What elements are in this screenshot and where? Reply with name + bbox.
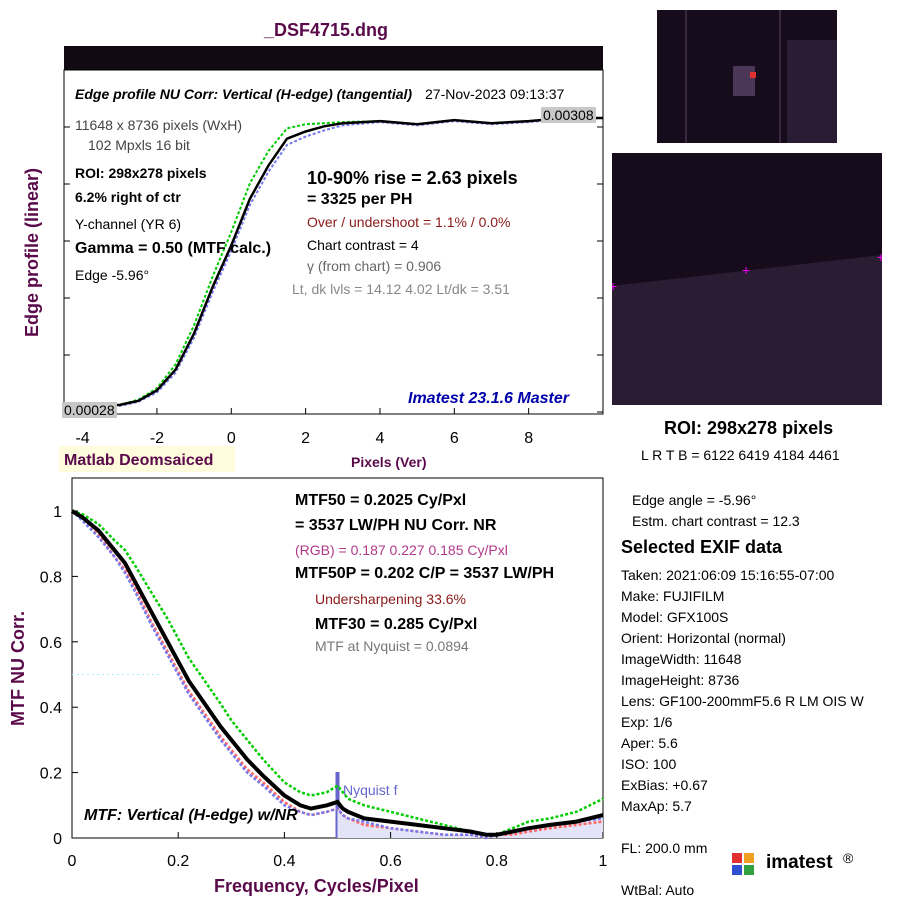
mtf50p-label: MTF50P = 0.202 C/P = 3537 LW/PH	[295, 565, 555, 582]
bottom-y-tick-label: 0.6	[40, 635, 62, 652]
edge-angle-label: Edge angle = -5.96°	[632, 492, 757, 508]
imatest-version: Imatest 23.1.6 Master	[408, 390, 569, 407]
gamma-chart-label: γ (from chart) = 0.906	[307, 258, 442, 274]
exif-line: Orient: Horizontal (normal)	[621, 630, 786, 646]
imatest-logo-mark: ®	[843, 850, 854, 866]
bottom-x-tick-label: 0.6	[379, 853, 401, 870]
svg-text:+: +	[612, 278, 617, 294]
exif-line: FL: 200.0 mm	[621, 840, 708, 856]
svg-text:+: +	[742, 262, 750, 278]
levels-label: Lt, dk lvls = 14.12 4.02 Lt/dk = 3.51	[292, 281, 510, 297]
top-x-tick-label: 8	[524, 430, 533, 447]
top-x-tick-label: 2	[301, 430, 310, 447]
chart-contrast-label: Chart contrast = 4	[307, 237, 419, 253]
exif-line: ImageHeight: 8736	[621, 672, 740, 688]
top-plot-grid	[64, 126, 603, 413]
bottom-plot-lines	[70, 509, 604, 840]
top-x-tick-label: -2	[150, 430, 164, 447]
bottom-y-tick-label: 0	[53, 831, 62, 848]
matlab-label: Matlab Deomsaiced	[64, 452, 214, 469]
info-gamma: Gamma = 0.50 (MTF calc.)	[75, 240, 272, 257]
info-offset: 6.2% right of ctr	[75, 189, 181, 205]
mtf-series-y	[70, 509, 604, 837]
bottom-x-tick-label: 0	[68, 853, 77, 870]
exif-line: ImageWidth: 11648	[621, 651, 742, 667]
exif-line: MaxAp: 5.7	[621, 798, 692, 814]
exif-line: Lens: GF100-200mmF5.6 R LM OIS W	[621, 693, 864, 709]
bottom-y-tick-label: 0.2	[40, 766, 62, 783]
roi-lrtb-label: L R T B = 6122 6419 4184 4461	[641, 447, 840, 463]
info-dims: 11648 x 8736 pixels (WxH)	[75, 117, 243, 133]
bottom-plot-caption: MTF: Vertical (H-edge) w/NR	[84, 807, 298, 824]
roi-size-label: ROI: 298x278 pixels	[664, 418, 834, 438]
svg-text:+: +	[877, 249, 882, 265]
image-title: _DSF4715.dng	[264, 20, 389, 40]
max-level-label: 0.00308	[541, 107, 596, 123]
mtf-nyquist-label: MTF at Nyquist = 0.0894	[315, 638, 469, 654]
bottom-y-tick-label: 0.4	[40, 700, 62, 717]
top-x-tick-label: 0	[227, 430, 236, 447]
exif-line: ISO: 100	[621, 756, 677, 772]
top-x-tick-label: 6	[450, 430, 459, 447]
bottom-x-tick-label: 0.8	[486, 853, 508, 870]
exif-line: Taken: 2021:06:09 15:16:55-07:00	[621, 567, 835, 583]
exif-line: Model: GFX100S	[621, 609, 729, 625]
overshoot-label: Over / undershoot = 1.1% / 0.0%	[307, 214, 511, 230]
exif-title: Selected EXIF data	[621, 537, 783, 557]
exif-line: ExBias: +0.67	[621, 777, 708, 793]
top-plot-header: Edge profile NU Corr: Vertical (H-edge) …	[75, 86, 413, 102]
roi-marker	[750, 72, 756, 78]
mtf-series-g	[71, 509, 604, 836]
bottom-y-tick-label: 0.8	[40, 569, 62, 586]
edge-image-strip	[64, 46, 603, 70]
top-plot-date: 27-Nov-2023 09:13:37	[425, 86, 565, 102]
bottom-x-ticks: 0 0.2 0.4 0.6 0.8 1	[68, 832, 608, 870]
min-level-label: 0.00028	[62, 402, 117, 418]
bottom-x-tick-label: 0.2	[167, 853, 189, 870]
matlab-label-bg	[59, 446, 235, 472]
top-plot-lines	[63, 116, 604, 410]
top-x-tick-label: 4	[376, 430, 385, 447]
per-ph-label: = 3325 per PH	[307, 191, 413, 208]
info-roi: ROI: 298x278 pixels	[75, 165, 207, 181]
mtf50-label: MTF50 = 0.2025 Cy/Pxl	[295, 492, 467, 509]
info-channel: Y-channel (YR 6)	[75, 216, 182, 232]
top-series-y	[63, 116, 603, 410]
exif-line: Aper: 5.6	[621, 735, 678, 751]
info-mpix: 102 Mpxls 16 bit	[88, 137, 190, 153]
top-x-tick-label: -4	[75, 430, 89, 447]
lwph-label: = 3537 LW/PH NU Corr. NR	[295, 517, 497, 534]
top-x-axis-label: Pixels (Ver)	[351, 454, 427, 470]
top-x-ticks: -4 -2 0 2 4 6 8	[75, 408, 533, 447]
mtf30-label: MTF30 = 0.285 Cy/Pxl	[315, 616, 478, 633]
info-edge: Edge -5.96°	[75, 267, 150, 283]
roi-thumbnail: + + +	[612, 153, 882, 405]
bottom-x-axis-label: Frequency, Cycles/Pixel	[214, 876, 419, 896]
rise-label: 10-90% rise = 2.63 pixels	[307, 168, 518, 188]
bottom-y-tick-label: 1	[53, 504, 62, 521]
nyquist-label: Nyquist f	[343, 782, 398, 798]
exif-line: Exp: 1/6	[621, 714, 673, 730]
exif-line: Make: FUJIFILM	[621, 588, 725, 604]
bottom-y-ticks: 1 0.8 0.6 0.4 0.2 0	[40, 504, 78, 848]
rgb-label: (RGB) = 0.187 0.227 0.185 Cy/Pxl	[295, 542, 508, 558]
imatest-logo-icon	[730, 851, 760, 881]
undersharpening-label: Undersharpening 33.6%	[315, 591, 466, 607]
imatest-logo-text: imatest	[766, 852, 833, 873]
full-image-thumbnail	[657, 10, 837, 143]
chart-contrast-estimate: Estm. chart contrast = 12.3	[632, 513, 800, 529]
bottom-x-tick-label: 0.4	[273, 853, 295, 870]
exif-line: WtBal: Auto	[621, 882, 695, 898]
bottom-x-tick-label: 1	[599, 853, 608, 870]
